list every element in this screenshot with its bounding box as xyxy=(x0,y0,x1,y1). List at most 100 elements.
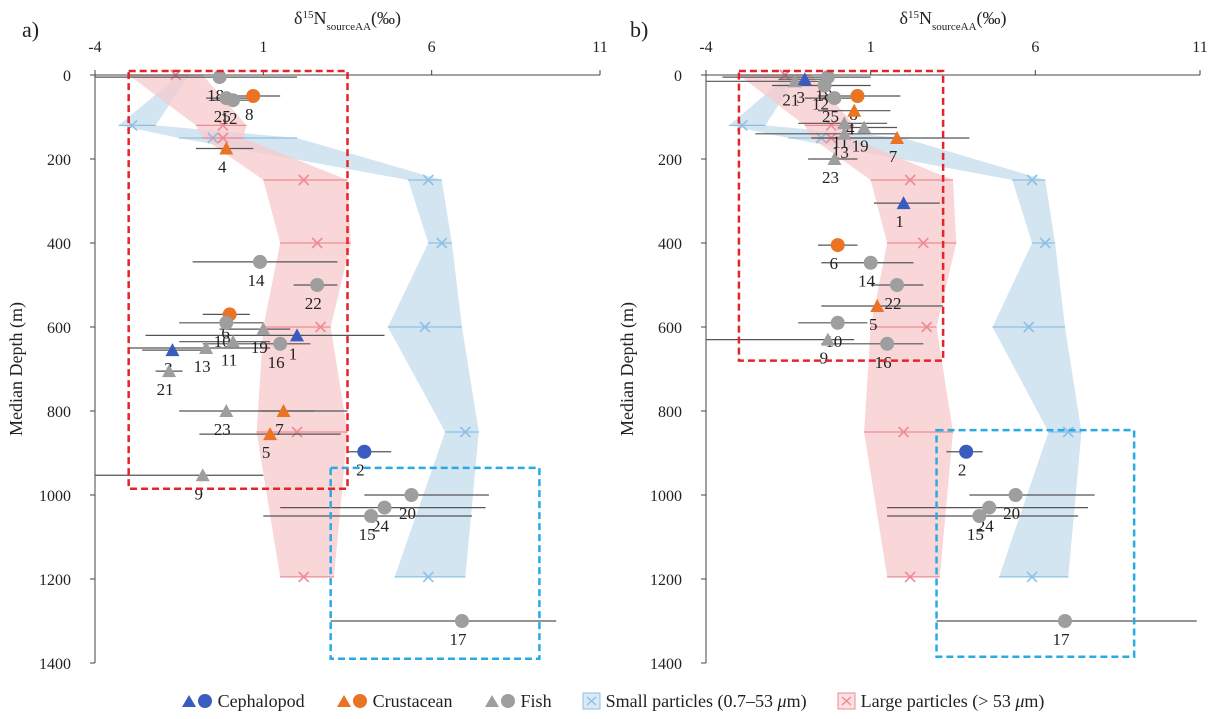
small-particle-point xyxy=(422,571,434,583)
y-tick-label: 400 xyxy=(47,236,71,253)
large-particle-point xyxy=(298,571,310,583)
x-tick-label: -4 xyxy=(88,39,101,56)
organism-label-5: 5 xyxy=(869,315,878,334)
y-tick-label: 800 xyxy=(47,404,71,421)
organism-point-11 xyxy=(226,334,241,348)
organism-point-13 xyxy=(199,341,214,354)
x-tick-label: 1 xyxy=(867,39,875,56)
organism-point-16 xyxy=(880,336,895,351)
y-tick-label: 200 xyxy=(658,152,682,169)
panel-label: a) xyxy=(22,17,39,42)
small-particles-marker-icon xyxy=(582,692,601,710)
organism-point-24 xyxy=(982,500,997,515)
organism-point-9 xyxy=(195,468,210,482)
organism-point-20 xyxy=(404,488,419,502)
chart-panel-b: b) δ15NsourceAA(‰)Median Depth (m)-4 1 6 110… xyxy=(617,8,1208,673)
organism-label-5: 5 xyxy=(262,443,271,462)
organism-point-23 xyxy=(219,404,234,417)
legend-large-particles: Large particles (> 53 μm) xyxy=(837,690,1045,712)
large-particle-point xyxy=(921,321,933,333)
small-particle-point xyxy=(422,174,434,186)
large-particles-band xyxy=(128,75,351,577)
organism-point-4 xyxy=(219,141,234,155)
organism-label-17: 17 xyxy=(449,630,467,649)
organism-label-12: 12 xyxy=(812,95,829,114)
legend-small-particles-label: Small particles (0.7–53 μm) xyxy=(605,690,807,711)
cephalopod-marker-icon xyxy=(181,694,212,708)
organism-point-17 xyxy=(454,614,469,628)
organism-label-16: 16 xyxy=(268,353,285,372)
organism-point-12 xyxy=(226,93,241,108)
organism-point-3 xyxy=(165,343,180,357)
organism-point-21 xyxy=(162,364,177,378)
organism-point-9 xyxy=(820,332,835,346)
large-particle-point xyxy=(291,426,303,438)
y-axis-title: Median Depth (m) xyxy=(6,302,27,436)
large-particle-point xyxy=(898,426,910,438)
organism-label-21: 21 xyxy=(782,90,799,109)
organism-label-6: 6 xyxy=(829,254,838,273)
x-tick-label: 6 xyxy=(428,39,436,56)
organism-label-25: 25 xyxy=(214,107,231,126)
x-tick-label: 1 xyxy=(259,39,267,56)
y-tick-label: 0 xyxy=(63,68,71,85)
organism-point-8 xyxy=(246,89,261,103)
organism-point-5 xyxy=(263,427,278,441)
organism-label-7: 7 xyxy=(275,420,284,439)
legend-large-particles-label: Large particles (> 53 μm) xyxy=(860,690,1045,711)
highlight-box-1 xyxy=(329,466,541,661)
organism-point-19 xyxy=(256,322,271,336)
y-tick-label: 200 xyxy=(47,152,71,169)
organism-point-19 xyxy=(857,120,872,134)
organism-label-24: 24 xyxy=(372,517,390,536)
organism-label-9: 9 xyxy=(820,349,829,368)
y-tick-label: 1000 xyxy=(39,488,71,505)
organism-point-18 xyxy=(212,70,227,85)
organism-point-14 xyxy=(863,255,878,270)
panel-label: b) xyxy=(630,17,648,42)
large-particle-point xyxy=(217,119,229,131)
highlight-box-0 xyxy=(737,69,945,362)
organism-point-7 xyxy=(276,404,291,417)
chart-panel-a: a) δ15NsourceAA(‰)Median Depth (m)-4 1 6 110… xyxy=(6,8,608,673)
y-tick-label: 600 xyxy=(47,320,71,337)
small-particle-point xyxy=(419,321,431,333)
legend-small-particles: Small particles (0.7–53 μm) xyxy=(582,691,807,712)
large-particle-point xyxy=(315,321,327,333)
organism-point-8 xyxy=(850,89,865,103)
organism-label-19: 19 xyxy=(251,338,268,357)
organism-label-15: 15 xyxy=(359,525,376,544)
x-tick-label: 11 xyxy=(592,39,607,56)
small-particle-point xyxy=(1026,174,1038,186)
organism-point-17 xyxy=(1057,614,1072,628)
organism-label-16: 16 xyxy=(875,353,892,372)
large-particle-point xyxy=(217,132,229,144)
x-tick-label: 11 xyxy=(1192,39,1207,56)
organism-label-3: 3 xyxy=(797,88,806,107)
organism-point-15 xyxy=(364,509,379,523)
legend: Cephalopod Crustacean Fish Small particl… xyxy=(0,687,1224,715)
organism-point-1 xyxy=(290,328,304,342)
y-axis-title: Median Depth (m) xyxy=(617,302,638,436)
organism-label-13: 13 xyxy=(194,357,211,376)
organism-label-8: 8 xyxy=(245,105,254,124)
organism-point-7 xyxy=(890,131,905,144)
organism-label-14: 14 xyxy=(247,271,265,290)
legend-fish-label: Fish xyxy=(520,690,552,711)
organism-point-15 xyxy=(972,509,987,523)
x-tick-label: -4 xyxy=(699,39,712,56)
organism-point-23 xyxy=(827,152,842,165)
organism-label-14: 14 xyxy=(858,272,876,291)
large-particle-point xyxy=(904,571,916,583)
organism-label-10: 10 xyxy=(214,332,231,351)
organism-point-20 xyxy=(1008,488,1023,502)
organism-point-3 xyxy=(797,72,812,86)
organism-label-9: 9 xyxy=(194,484,203,503)
organism-label-17: 17 xyxy=(1052,630,1070,649)
organism-label-22: 22 xyxy=(885,294,902,313)
large-particle-point xyxy=(298,174,310,186)
organism-point-2 xyxy=(357,444,372,459)
large-particle-point xyxy=(825,119,837,131)
y-tick-label: 0 xyxy=(674,68,682,85)
